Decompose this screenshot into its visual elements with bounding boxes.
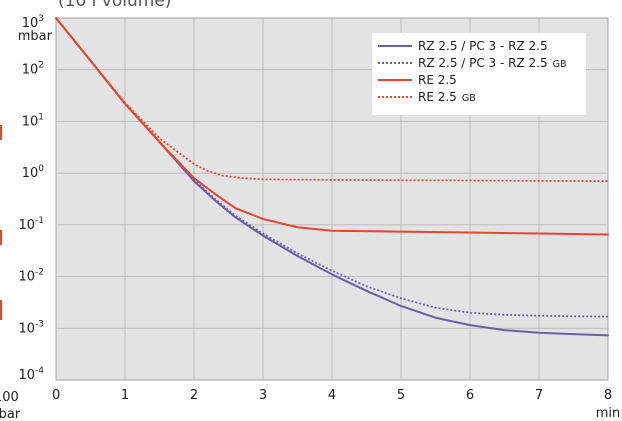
y-tick-label: 101: [22, 112, 44, 129]
legend-suffix: GB: [462, 93, 476, 104]
x-tick-label: 0: [52, 388, 60, 403]
x-tick-label: 2: [190, 388, 198, 403]
y-tick-base: 10: [18, 270, 35, 285]
left-partial-chart: 100 mbar: [0, 125, 21, 421]
legend-label: RZ 2.5 / PC 3 - RZ 2.5 GB: [418, 56, 567, 70]
x-tick-label: 7: [535, 388, 543, 403]
y-tick-base: 10: [22, 63, 39, 78]
legend-name: RE 2.5: [418, 90, 457, 104]
y-tick-label: 10-3: [18, 319, 44, 336]
y-tick-base: 10: [22, 16, 39, 31]
legend-name: RE 2.5: [418, 73, 457, 87]
x-axis-unit: min: [596, 406, 621, 421]
legend: RZ 2.5 / PC 3 - RZ 2.5RZ 2.5 / PC 3 - RZ…: [378, 39, 567, 104]
y-tick-label: 10-1: [18, 216, 44, 233]
legend-label: RE 2.5: [418, 73, 457, 87]
y-tick-base: 10: [22, 114, 39, 129]
x-axis-ticks: 0 1 2 3 4 5 6 7 8: [52, 388, 612, 403]
y-tick-label: 10-2: [18, 268, 44, 285]
legend-name: RZ 2.5 / PC 3 - RZ 2.5: [418, 56, 548, 70]
y-tick-base: 10: [22, 166, 39, 181]
y-tick-exponent: 0: [38, 164, 44, 174]
y-axis-unit: mbar: [18, 29, 53, 44]
y-tick-base: 10: [18, 321, 35, 336]
y-tick-label: 100: [22, 164, 45, 181]
legend-suffix: GB: [553, 59, 567, 70]
y-tick-label: 103: [22, 14, 44, 31]
legend-label: RZ 2.5 / PC 3 - RZ 2.5: [418, 39, 548, 53]
x-tick-label: 8: [604, 388, 612, 403]
y-tick-exponent: 3: [38, 14, 44, 24]
grid: [56, 18, 608, 380]
x-tick-label: 3: [259, 388, 267, 403]
x-tick-label: 4: [328, 388, 336, 403]
y-tick-base: 10: [18, 218, 35, 233]
y-tick-exponent: -2: [35, 268, 44, 278]
x-tick-label: 1: [121, 388, 129, 403]
y-tick-exponent: 2: [38, 61, 44, 71]
legend-name: RZ 2.5 / PC 3 - RZ 2.5: [418, 39, 548, 53]
left-partial-tick: 100: [0, 390, 19, 405]
left-partial-unit: mbar: [0, 407, 21, 421]
x-tick-label: 5: [397, 388, 405, 403]
legend-label: RE 2.5 GB: [418, 90, 476, 104]
series-line-3: [55, 17, 609, 236]
y-tick-exponent: -3: [35, 319, 44, 329]
x-tick-label: 6: [466, 388, 474, 403]
y-tick-base: 10: [18, 368, 35, 383]
y-tick-exponent: -1: [35, 216, 44, 226]
y-tick-exponent: 1: [38, 112, 44, 122]
page-header: (10 l volume): [58, 0, 171, 11]
series-line-4: [55, 17, 609, 183]
series-lines: [55, 17, 609, 337]
y-tick-exponent: -4: [35, 366, 44, 376]
y-tick-label: 10-4: [18, 366, 44, 383]
y-tick-label: 102: [22, 61, 44, 78]
